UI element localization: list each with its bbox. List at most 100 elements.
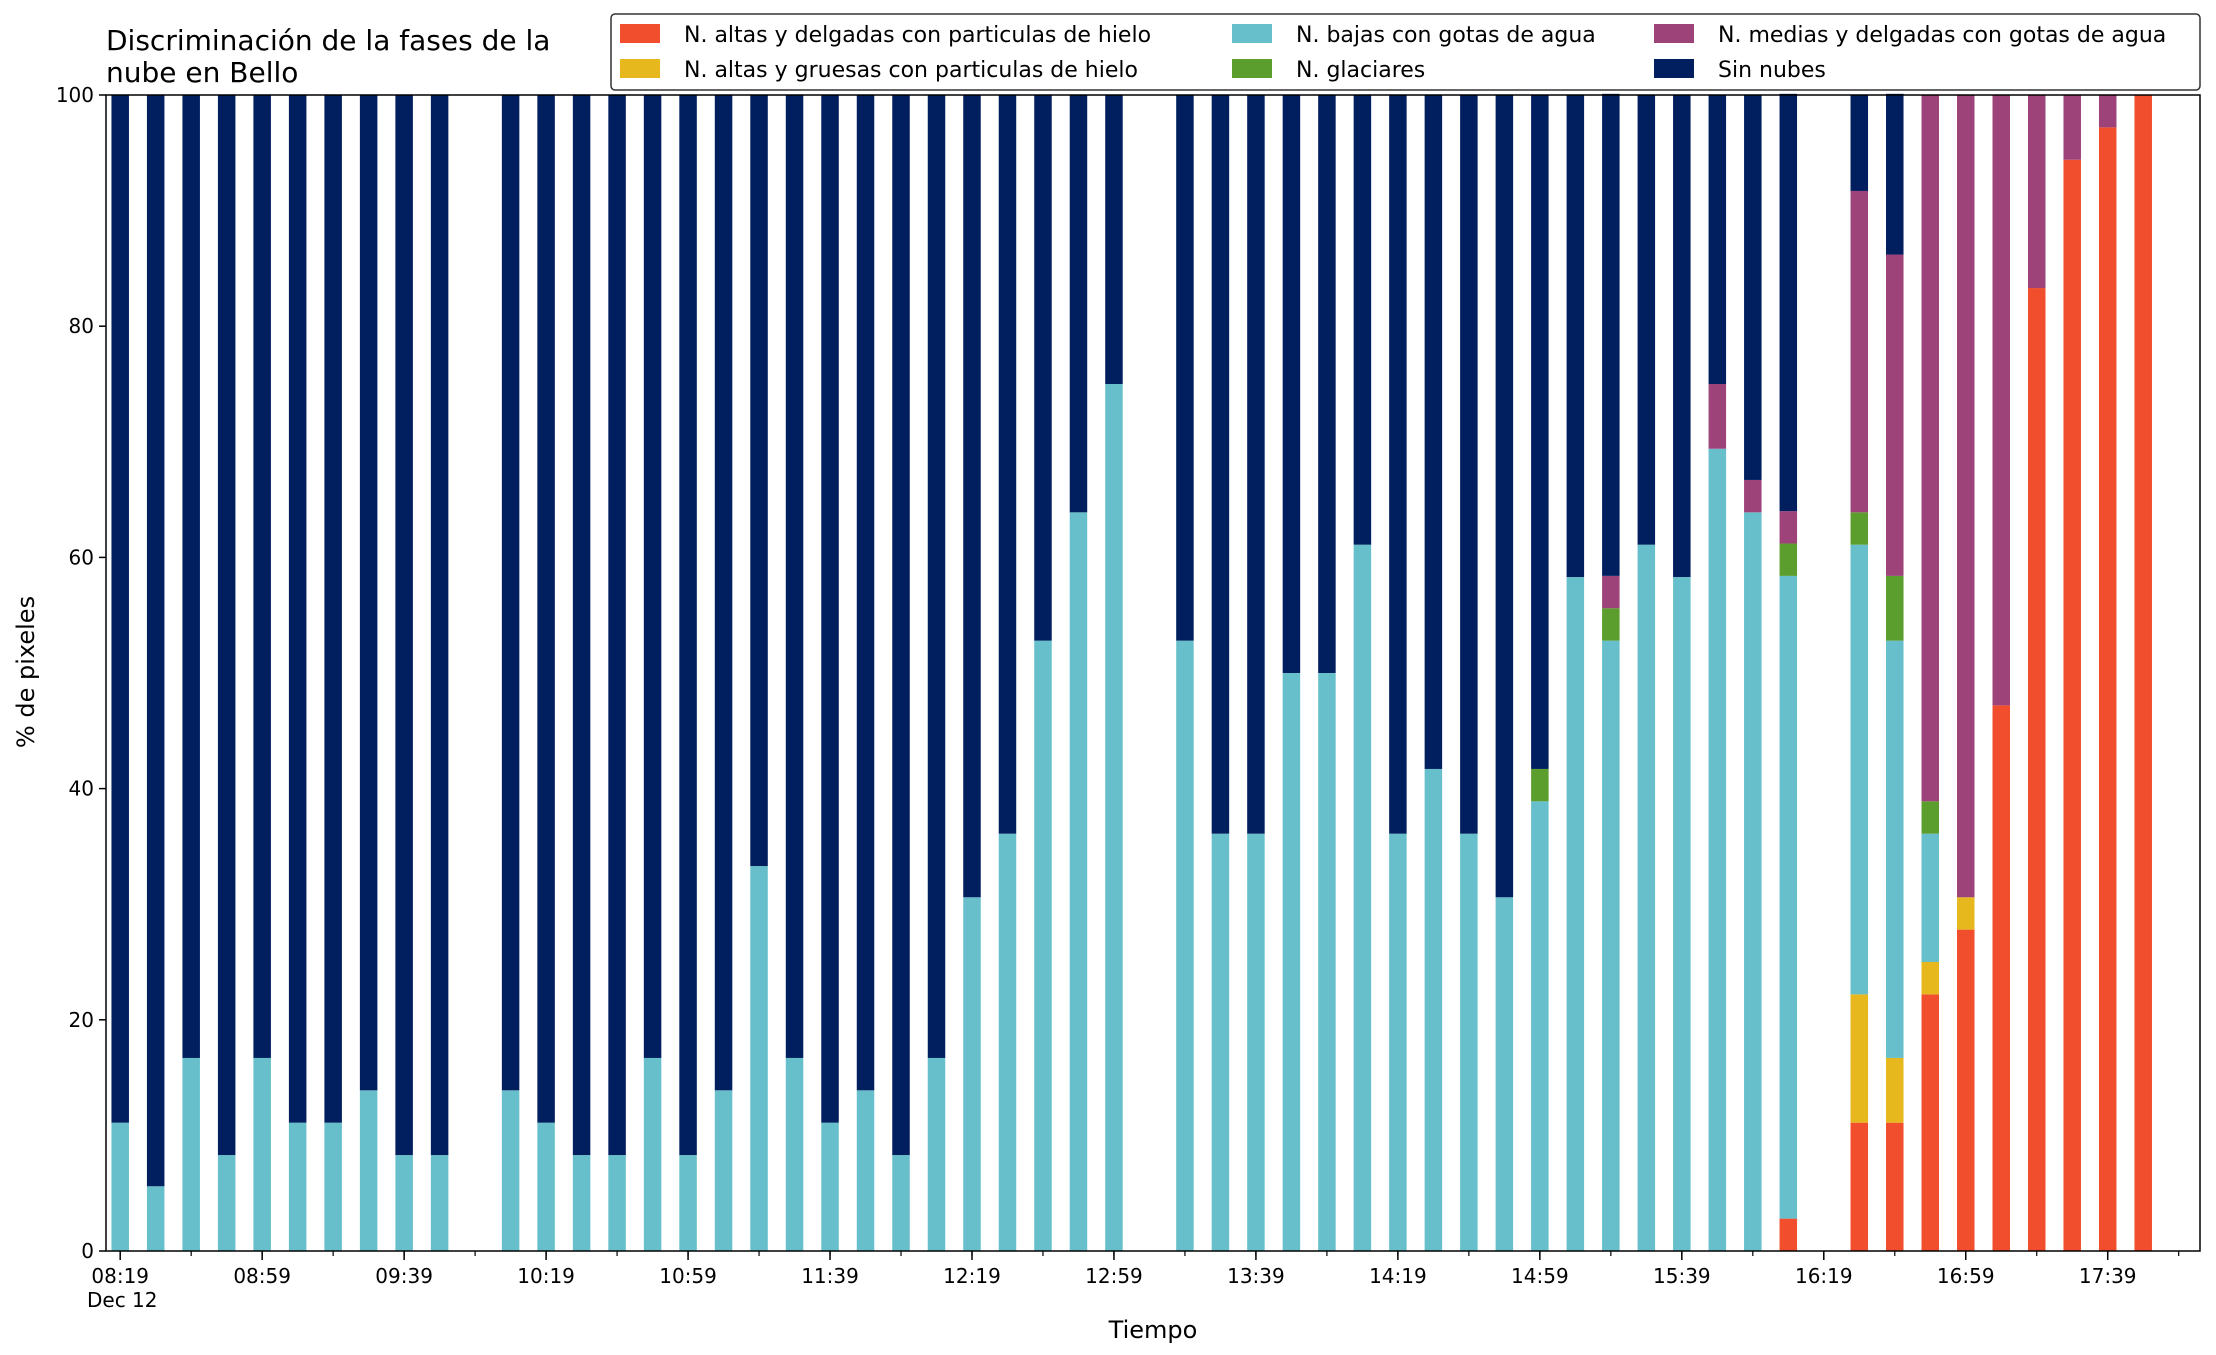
stacked-bar <box>2063 95 2081 1252</box>
bar-segment <box>856 1090 875 1251</box>
bar-segment <box>1318 95 1336 673</box>
stacked-bar <box>750 95 768 1251</box>
bar-segment <box>1211 95 1230 834</box>
bar-segment <box>1673 95 1691 578</box>
bar-segment <box>1779 511 1798 544</box>
bar-segment <box>643 1057 662 1251</box>
bar-segment <box>750 95 768 867</box>
bar-segment <box>1637 95 1656 545</box>
x-tick-label: 08:59 <box>233 1264 291 1288</box>
bar-segment <box>288 95 307 1123</box>
bar-segment <box>1850 512 1869 545</box>
bar-segment <box>111 95 129 1123</box>
stacked-bar <box>1744 95 1762 1251</box>
bar-segment <box>1531 801 1549 1251</box>
bar-segment <box>608 1155 626 1251</box>
bar-segment <box>1779 543 1798 576</box>
bar-segment <box>1389 833 1407 1251</box>
bar-segment <box>1566 95 1585 578</box>
bar-segment <box>856 95 875 1091</box>
bar-segment <box>821 95 839 1123</box>
stacked-bar <box>1495 95 1514 1251</box>
bar-segment <box>1034 640 1052 1251</box>
bar-segment <box>927 95 946 1058</box>
bar-segment <box>111 1122 129 1251</box>
stacked-bar <box>643 95 662 1251</box>
bar-segment <box>395 1155 413 1251</box>
bar-segment <box>537 95 555 1123</box>
stacked-bar <box>2134 95 2152 1251</box>
stacked-bar <box>1708 95 1727 1251</box>
bar-segment <box>1247 833 1265 1251</box>
bar-segment <box>1069 512 1088 1251</box>
bar-segment <box>1282 95 1301 673</box>
bar-segment <box>1886 1122 1904 1251</box>
bar-segment <box>1460 833 1478 1251</box>
bar-segment <box>998 833 1017 1251</box>
legend-swatch <box>1654 24 1694 43</box>
bar-segment <box>1602 93 1620 576</box>
stacked-bar <box>1282 95 1301 1251</box>
bar-segment <box>927 1057 946 1251</box>
x-tick-label: 12:19 <box>943 1264 1001 1288</box>
stacked-bar <box>430 95 449 1251</box>
stacked-bar <box>1637 95 1656 1251</box>
stacked-bar <box>359 95 378 1251</box>
stacked-bar <box>572 95 591 1251</box>
bar-segment <box>2098 127 2117 1252</box>
bar-segment <box>217 95 236 1156</box>
legend-label: N. glaciares <box>1296 58 1425 83</box>
stacked-bar <box>785 95 804 1251</box>
bar-segment <box>1957 95 1975 898</box>
bar-segment <box>253 95 271 1058</box>
bar-segment <box>1886 640 1904 1058</box>
stacked-bar <box>1069 95 1088 1251</box>
stacked-bar <box>217 95 236 1251</box>
axes-layer: 0 20 40 60 80 100 08:19 08:59 09:39 10:19 10:59 11:… <box>56 83 2201 1312</box>
stacked-bar <box>288 95 307 1251</box>
legend-swatch <box>620 59 660 78</box>
bar-segment <box>253 1057 271 1251</box>
bar-segment <box>1744 512 1762 1251</box>
legend-box <box>610 13 2201 91</box>
stacked-bar <box>1886 93 1904 1251</box>
bar-segment <box>572 1155 591 1251</box>
x-tick-label: 16:59 <box>1937 1264 1995 1288</box>
x-tick-label: 14:19 <box>1369 1264 1427 1288</box>
stacked-bar <box>963 95 981 1251</box>
x-tick-label: 10:59 <box>659 1264 717 1288</box>
x-tick-label: 15:39 <box>1653 1264 1711 1288</box>
bars-layer <box>111 93 2152 1252</box>
bar-segment <box>785 95 804 1058</box>
bar-segment <box>1921 95 1940 802</box>
bar-segment <box>1886 93 1904 255</box>
bar-segment <box>324 1122 342 1251</box>
stacked-bar <box>856 95 875 1251</box>
bar-segment <box>821 1122 839 1251</box>
stacked-bar <box>395 95 413 1251</box>
bar-segment <box>1708 384 1727 449</box>
bar-segment <box>1424 768 1443 1251</box>
legend-label: N. medias y delgadas con gotas de agua <box>1718 23 2166 48</box>
stacked-bar <box>1673 95 1691 1251</box>
bar-segment <box>1992 705 2010 1251</box>
bar-segment <box>1602 640 1620 1251</box>
stacked-bar <box>1957 95 1975 1251</box>
bar-segment <box>1105 384 1123 1251</box>
bar-segment <box>998 95 1017 834</box>
x-tick-label: 12:59 <box>1085 1264 1143 1288</box>
bar-segment <box>1353 544 1372 1251</box>
y-tick-label: 60 <box>69 545 94 569</box>
stacked-bar <box>892 95 910 1251</box>
legend-swatch <box>1232 24 1272 43</box>
bar-segment <box>1886 1057 1904 1123</box>
bar-segment <box>1176 640 1194 1251</box>
bar-segment <box>572 95 591 1156</box>
bar-segment <box>1105 95 1123 384</box>
stacked-bar <box>1566 95 1585 1251</box>
bar-segment <box>643 95 662 1058</box>
bar-segment <box>146 95 165 1187</box>
x-tick-label: 14:59 <box>1511 1264 1569 1288</box>
bar-segment <box>679 1155 697 1251</box>
stacked-bar <box>501 95 520 1251</box>
